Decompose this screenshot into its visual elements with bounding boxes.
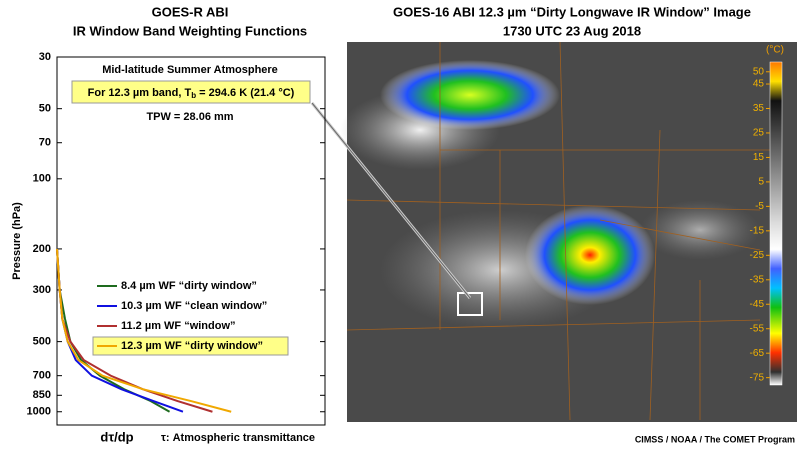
x-axis-label: dτ/dp [100,429,133,444]
annotation: TPW = 28.06 mm [146,111,233,123]
image-subtitle: 1730 UTC 23 Aug 2018 [503,23,641,38]
annotation-text: For 12.3 µm band, T [88,87,192,99]
callout-box [71,80,311,104]
y-tick-label: 30 [39,51,51,63]
x-axis-note: τ: Atmospheric transmittance [161,432,315,444]
legend-label: 8.4 µm WF “dirty window” [121,280,257,292]
y-tick-label: 50 [39,103,51,115]
annotation: Mid-latitude Summer Atmosphere [102,64,278,76]
legend-label: 12.3 µm WF “dirty window” [121,340,263,352]
y-axis-label: Pressure (hPa) [11,202,23,280]
satellite-image [340,41,797,422]
colorbar-tick-label: 50 [753,66,765,77]
colorbar-tick-label: 5 [758,177,764,188]
plot-frame [56,56,326,426]
annotation-subscript: b [191,91,196,100]
colorbar-tick-label: -25 [750,250,765,261]
colorbar-tick-label: -15 [750,225,765,236]
annotation-text: = 294.6 K (21.4 °C) [196,87,295,99]
colorbar-tick-label: -35 [750,274,765,285]
chart-subtitle: IR Window Band Weighting Functions [73,23,307,38]
colorbar-tick-label: -45 [750,299,765,310]
colorbar-label: (°C) [766,45,784,56]
legend-label: 10.3 µm WF “clean window” [121,300,267,312]
colorbar-tick-label: -55 [750,323,765,334]
image-title: GOES-16 ABI 12.3 µm “Dirty Longwave IR W… [393,4,751,19]
chart-title: GOES-R ABI [152,4,229,19]
legend-highlight [92,336,289,356]
y-tick-label: 70 [39,137,51,149]
colorbar-tick-label: -65 [750,348,765,359]
legend-label: 11.2 µm WF “window” [121,320,236,332]
credit: CIMSS / NOAA / The COMET Program [635,434,795,444]
y-tick-label: 100 [33,173,51,185]
y-tick-label: 1000 [27,406,51,418]
colorbar-tick-label: 15 [753,152,765,163]
series-line [56,248,232,413]
y-tick-label: 500 [33,336,51,348]
annotation-tb: For 12.3 µm band, Tb = 294.6 K (21.4 °C) [88,87,295,100]
y-tick-label: 200 [33,243,51,255]
y-tick-label: 700 [33,370,51,382]
colorbar-tick-label: 45 [753,79,765,90]
y-tick-label: 300 [33,284,51,296]
y-tick-label: 850 [33,389,51,401]
colorbar-tick-label: 25 [753,128,765,139]
colorbar-tick-label: -75 [750,372,765,383]
colorbar-tick-label: 35 [753,103,765,114]
colorbar-tick-label: -5 [755,201,764,212]
